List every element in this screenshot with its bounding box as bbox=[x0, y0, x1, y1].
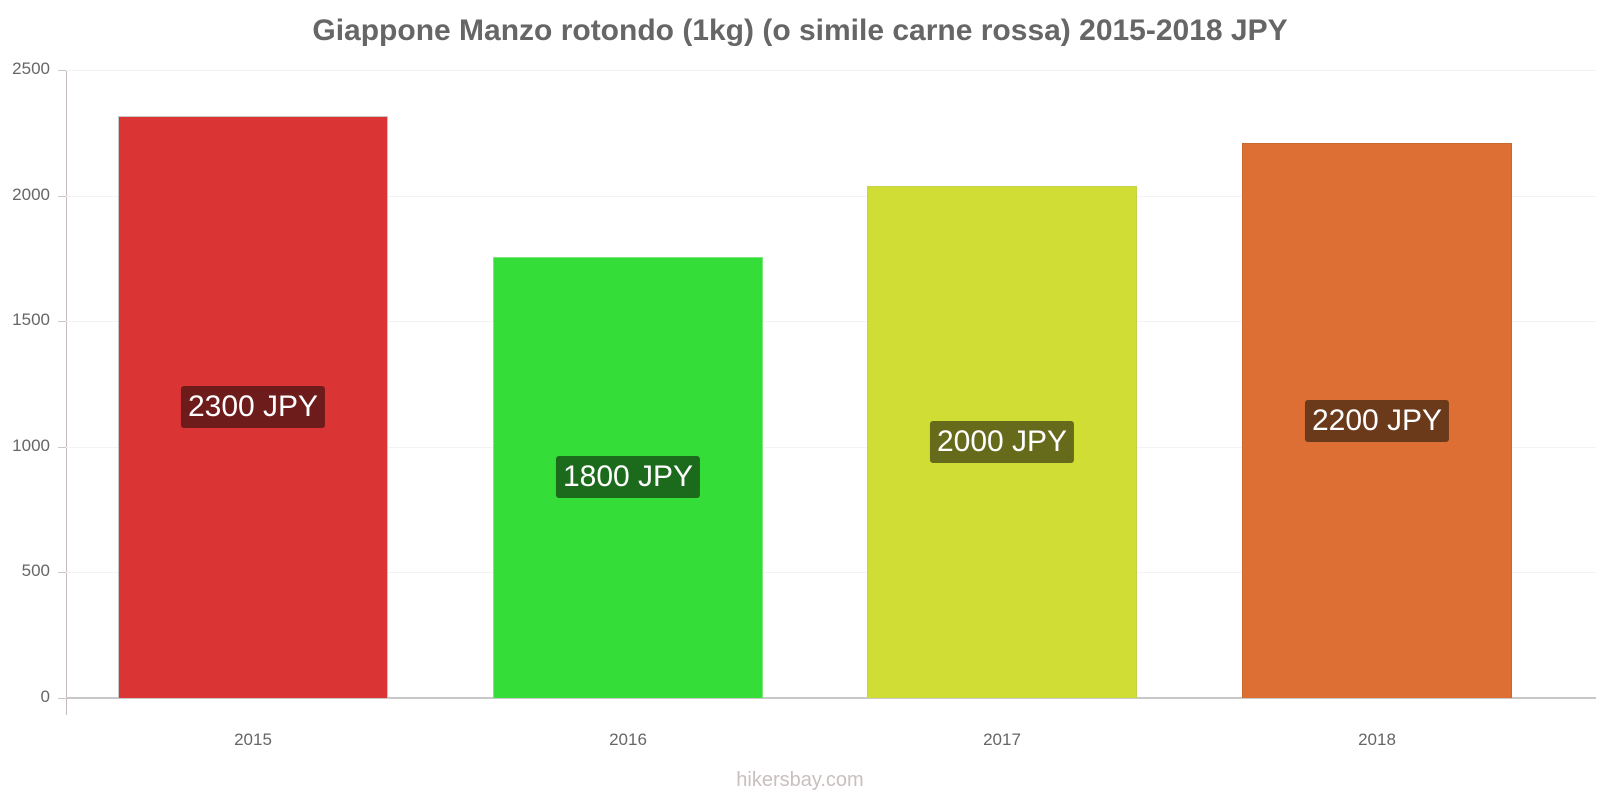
y-axis-line bbox=[66, 70, 67, 715]
y-tick-label: 2500 bbox=[12, 59, 50, 78]
x-tick-label: 2015 bbox=[234, 730, 272, 749]
bar-value-label: 1800 JPY bbox=[555, 456, 701, 499]
y-tick-mark bbox=[58, 698, 66, 699]
y-tick-mark bbox=[58, 195, 66, 197]
bar-value-label: 2000 JPY bbox=[929, 421, 1075, 464]
gridline bbox=[66, 195, 1596, 197]
y-tick-mark bbox=[58, 70, 66, 71]
y-tick-mark bbox=[58, 446, 66, 448]
y-tick-label: 500 bbox=[21, 561, 50, 581]
chart-title: Giappone Manzo rotondo (1kg) (o simile c… bbox=[312, 14, 1288, 47]
x-tick-label: 2018 bbox=[1358, 730, 1396, 749]
gridline bbox=[66, 572, 1596, 574]
y-tick-mark bbox=[58, 321, 66, 323]
x-axis-line bbox=[66, 697, 1596, 699]
bar-value-label: 2200 JPY bbox=[1304, 399, 1450, 442]
watermark: hikersbay.com bbox=[736, 769, 864, 791]
gridline bbox=[66, 70, 1596, 71]
bar-value-label: 2300 JPY bbox=[180, 385, 326, 428]
x-tick-label: 2016 bbox=[609, 730, 647, 749]
y-tick-label: 1500 bbox=[12, 310, 50, 330]
x-tick-label: 2017 bbox=[983, 730, 1021, 749]
gridline bbox=[66, 321, 1596, 323]
y-tick-mark bbox=[58, 572, 66, 574]
gridline bbox=[66, 446, 1596, 448]
y-tick-label: 0 bbox=[40, 687, 50, 706]
y-tick-label: 1000 bbox=[12, 435, 50, 455]
y-tick-label: 2000 bbox=[12, 184, 50, 204]
